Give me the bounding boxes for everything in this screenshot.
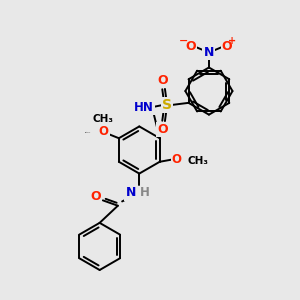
Text: O: O (158, 123, 168, 136)
Text: methoxy: methoxy (85, 132, 91, 133)
Text: O: O (158, 74, 168, 87)
Text: H: H (140, 186, 150, 200)
Text: CH₃: CH₃ (92, 114, 113, 124)
Text: HN: HN (134, 100, 154, 114)
Text: O: O (99, 125, 109, 138)
Text: −: − (178, 36, 188, 46)
Text: O: O (90, 190, 101, 202)
Text: N: N (204, 46, 214, 59)
Text: O: O (185, 40, 196, 52)
Text: S: S (162, 98, 172, 112)
Text: +: + (228, 36, 237, 46)
Text: O: O (222, 40, 232, 52)
Text: CH₃: CH₃ (188, 156, 209, 166)
Text: O: O (172, 153, 182, 166)
Text: N: N (125, 186, 136, 200)
